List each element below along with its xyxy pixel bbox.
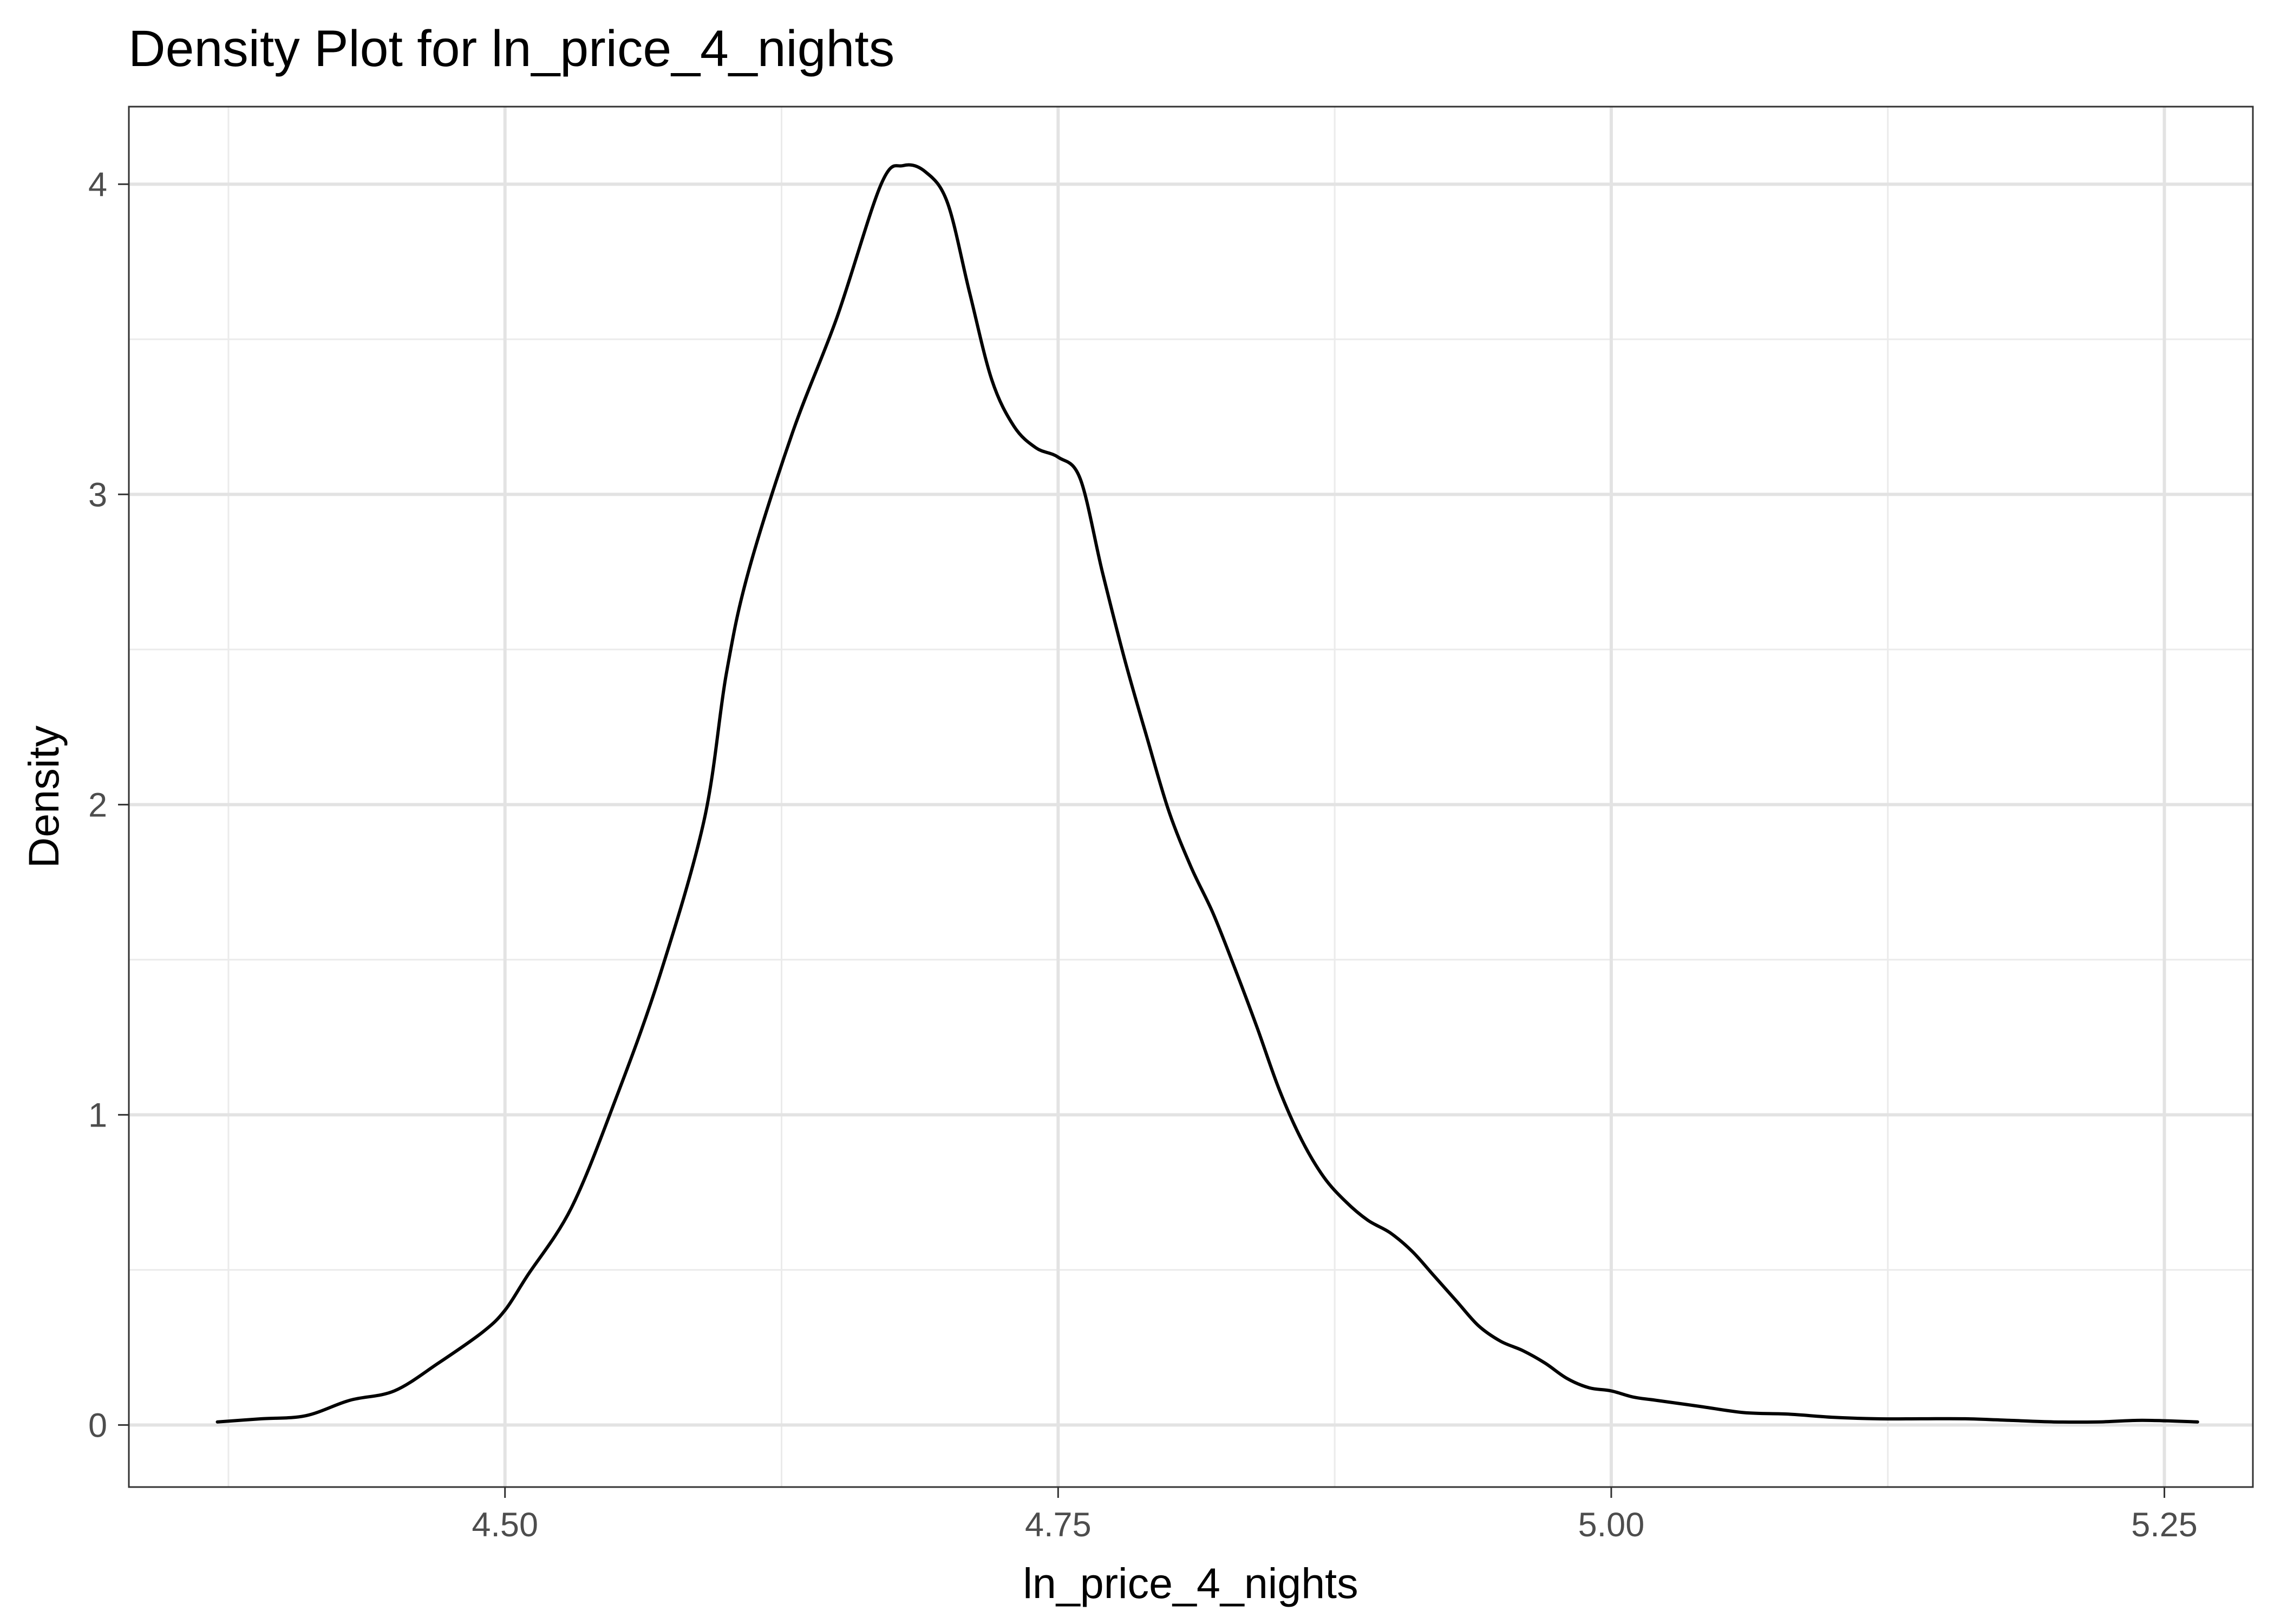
y-axis-title: Density: [19, 725, 68, 868]
x-tick-label: 5.25: [2131, 1506, 2198, 1544]
y-tick-label: 3: [88, 476, 107, 514]
x-tick-label: 4.50: [472, 1506, 538, 1544]
y-tick-label: 4: [88, 166, 107, 204]
minor-grid: [129, 107, 2253, 1487]
y-axis: 0 1 2 3 4: [88, 166, 129, 1444]
y-tick-label: 1: [88, 1096, 107, 1134]
major-grid: [129, 107, 2253, 1487]
series-layer: [215, 163, 2199, 1424]
y-tick-label: 0: [88, 1406, 107, 1444]
chart-title: Density Plot for ln_price_4_nights: [128, 20, 894, 77]
x-tick-label: 4.75: [1025, 1506, 1092, 1544]
x-axis-title: ln_price_4_nights: [1023, 1559, 1358, 1607]
density-line-0: [215, 163, 2199, 1424]
y-tick-label: 2: [88, 786, 107, 824]
x-tick-label: 5.00: [1578, 1506, 1645, 1544]
plot-panel: [129, 107, 2253, 1487]
panel-border: [128, 106, 2254, 1488]
x-axis: 4.50 4.75 5.00 5.25: [472, 1487, 2198, 1544]
